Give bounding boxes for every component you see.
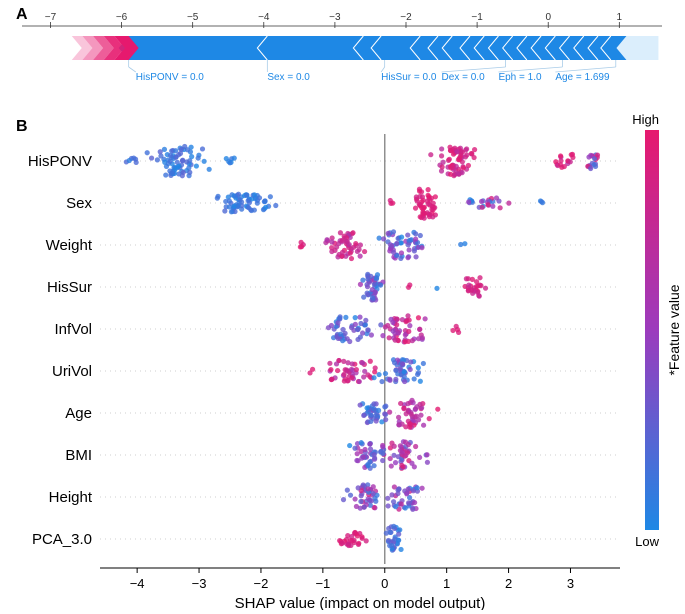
feature-label: Sex (66, 195, 92, 212)
svg-text:−5: −5 (187, 12, 199, 23)
svg-text:−4: −4 (258, 12, 270, 23)
x-axis-label: SHAP value (impact on model output) (235, 595, 486, 610)
svg-text:−3: −3 (192, 576, 207, 591)
panel-a-force-plot: −7 −6 −5 −4 −3 −2 −1 0 1 HisPONV = 0.0 Sex = 0.0 Hi… (6, 12, 678, 122)
svg-text:−4: −4 (130, 576, 145, 591)
feature-label: HisPONV (28, 153, 92, 170)
svg-text:0: 0 (545, 12, 551, 23)
svg-text:2: 2 (505, 576, 512, 591)
svg-text:Age = 1.699: Age = 1.699 (555, 72, 610, 83)
svg-text:1: 1 (617, 12, 623, 23)
colorbar-high-label: High (632, 112, 659, 127)
svg-text:3: 3 (567, 576, 574, 591)
svg-text:−1: −1 (315, 576, 330, 591)
svg-text:−6: −6 (116, 12, 128, 23)
svg-text:0: 0 (381, 576, 388, 591)
feature-label: UriVol (52, 363, 92, 380)
colorbar-low-label: Low (635, 534, 659, 549)
svg-text:−7: −7 (45, 12, 57, 23)
svg-text:−2: −2 (400, 12, 412, 23)
svg-text:−3: −3 (329, 12, 341, 23)
feature-label: BMI (65, 447, 92, 464)
colorbar (645, 130, 659, 530)
svg-text:HisPONV = 0.0: HisPONV = 0.0 (136, 72, 205, 83)
svg-text:Eph = 1.0: Eph = 1.0 (498, 72, 542, 83)
svg-text:1: 1 (443, 576, 450, 591)
feature-label: HisSur (47, 279, 92, 296)
feature-label: Height (49, 489, 93, 506)
svg-text:−2: −2 (254, 576, 269, 591)
feature-label: Age (65, 405, 92, 422)
feature-label: PCA_3.0 (32, 531, 92, 548)
panel-b-shap-summary: HisPONV Sex Weight HisSur InfVol UriVol Age BMI… (0, 112, 685, 610)
svg-text:−1: −1 (471, 12, 483, 23)
feature-label: InfVol (54, 321, 92, 338)
svg-text:HisSur = 0.0: HisSur = 0.0 (381, 72, 437, 83)
svg-text:Sex = 0.0: Sex = 0.0 (267, 72, 310, 83)
feature-label: Weight (46, 237, 93, 254)
colorbar-axis-label: *Feature value (666, 284, 682, 375)
svg-text:Dex = 0.0: Dex = 0.0 (442, 72, 486, 83)
